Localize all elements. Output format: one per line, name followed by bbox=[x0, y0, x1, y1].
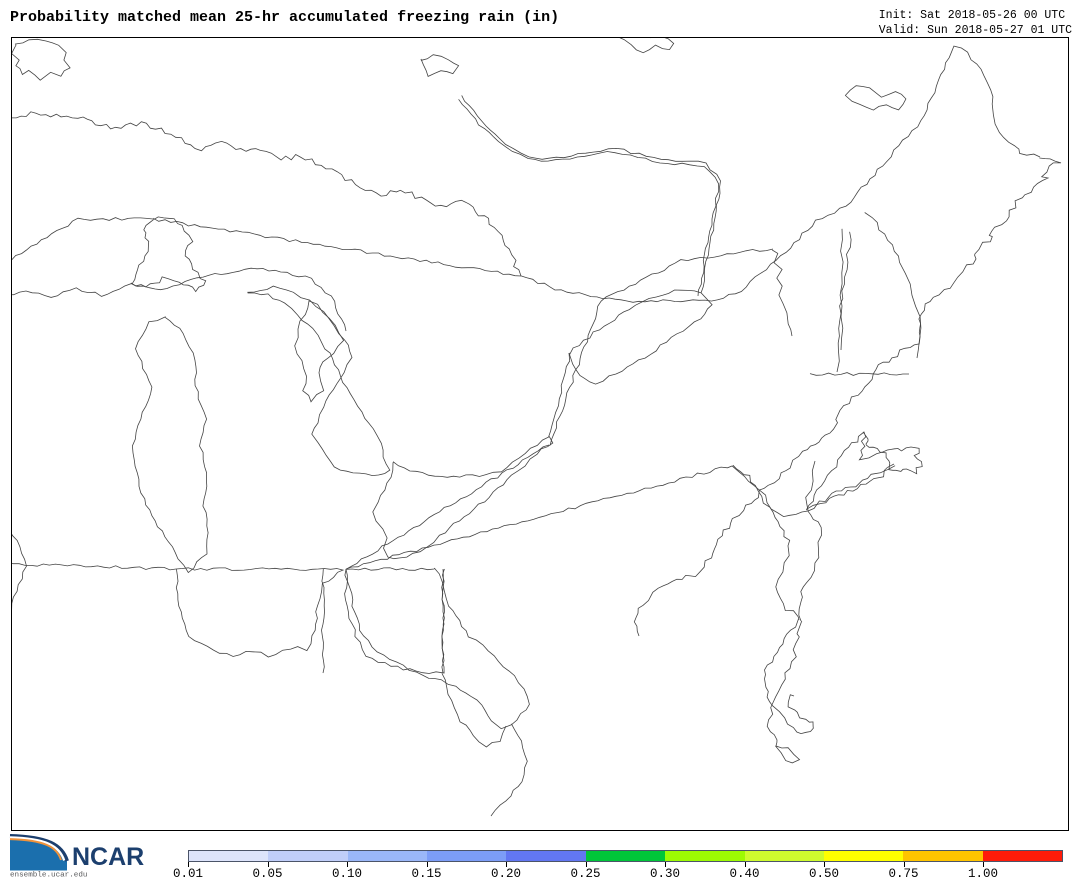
svg-text:ensemble.ucar.edu: ensemble.ucar.edu bbox=[10, 872, 87, 878]
svg-text:NCAR: NCAR bbox=[72, 843, 144, 871]
